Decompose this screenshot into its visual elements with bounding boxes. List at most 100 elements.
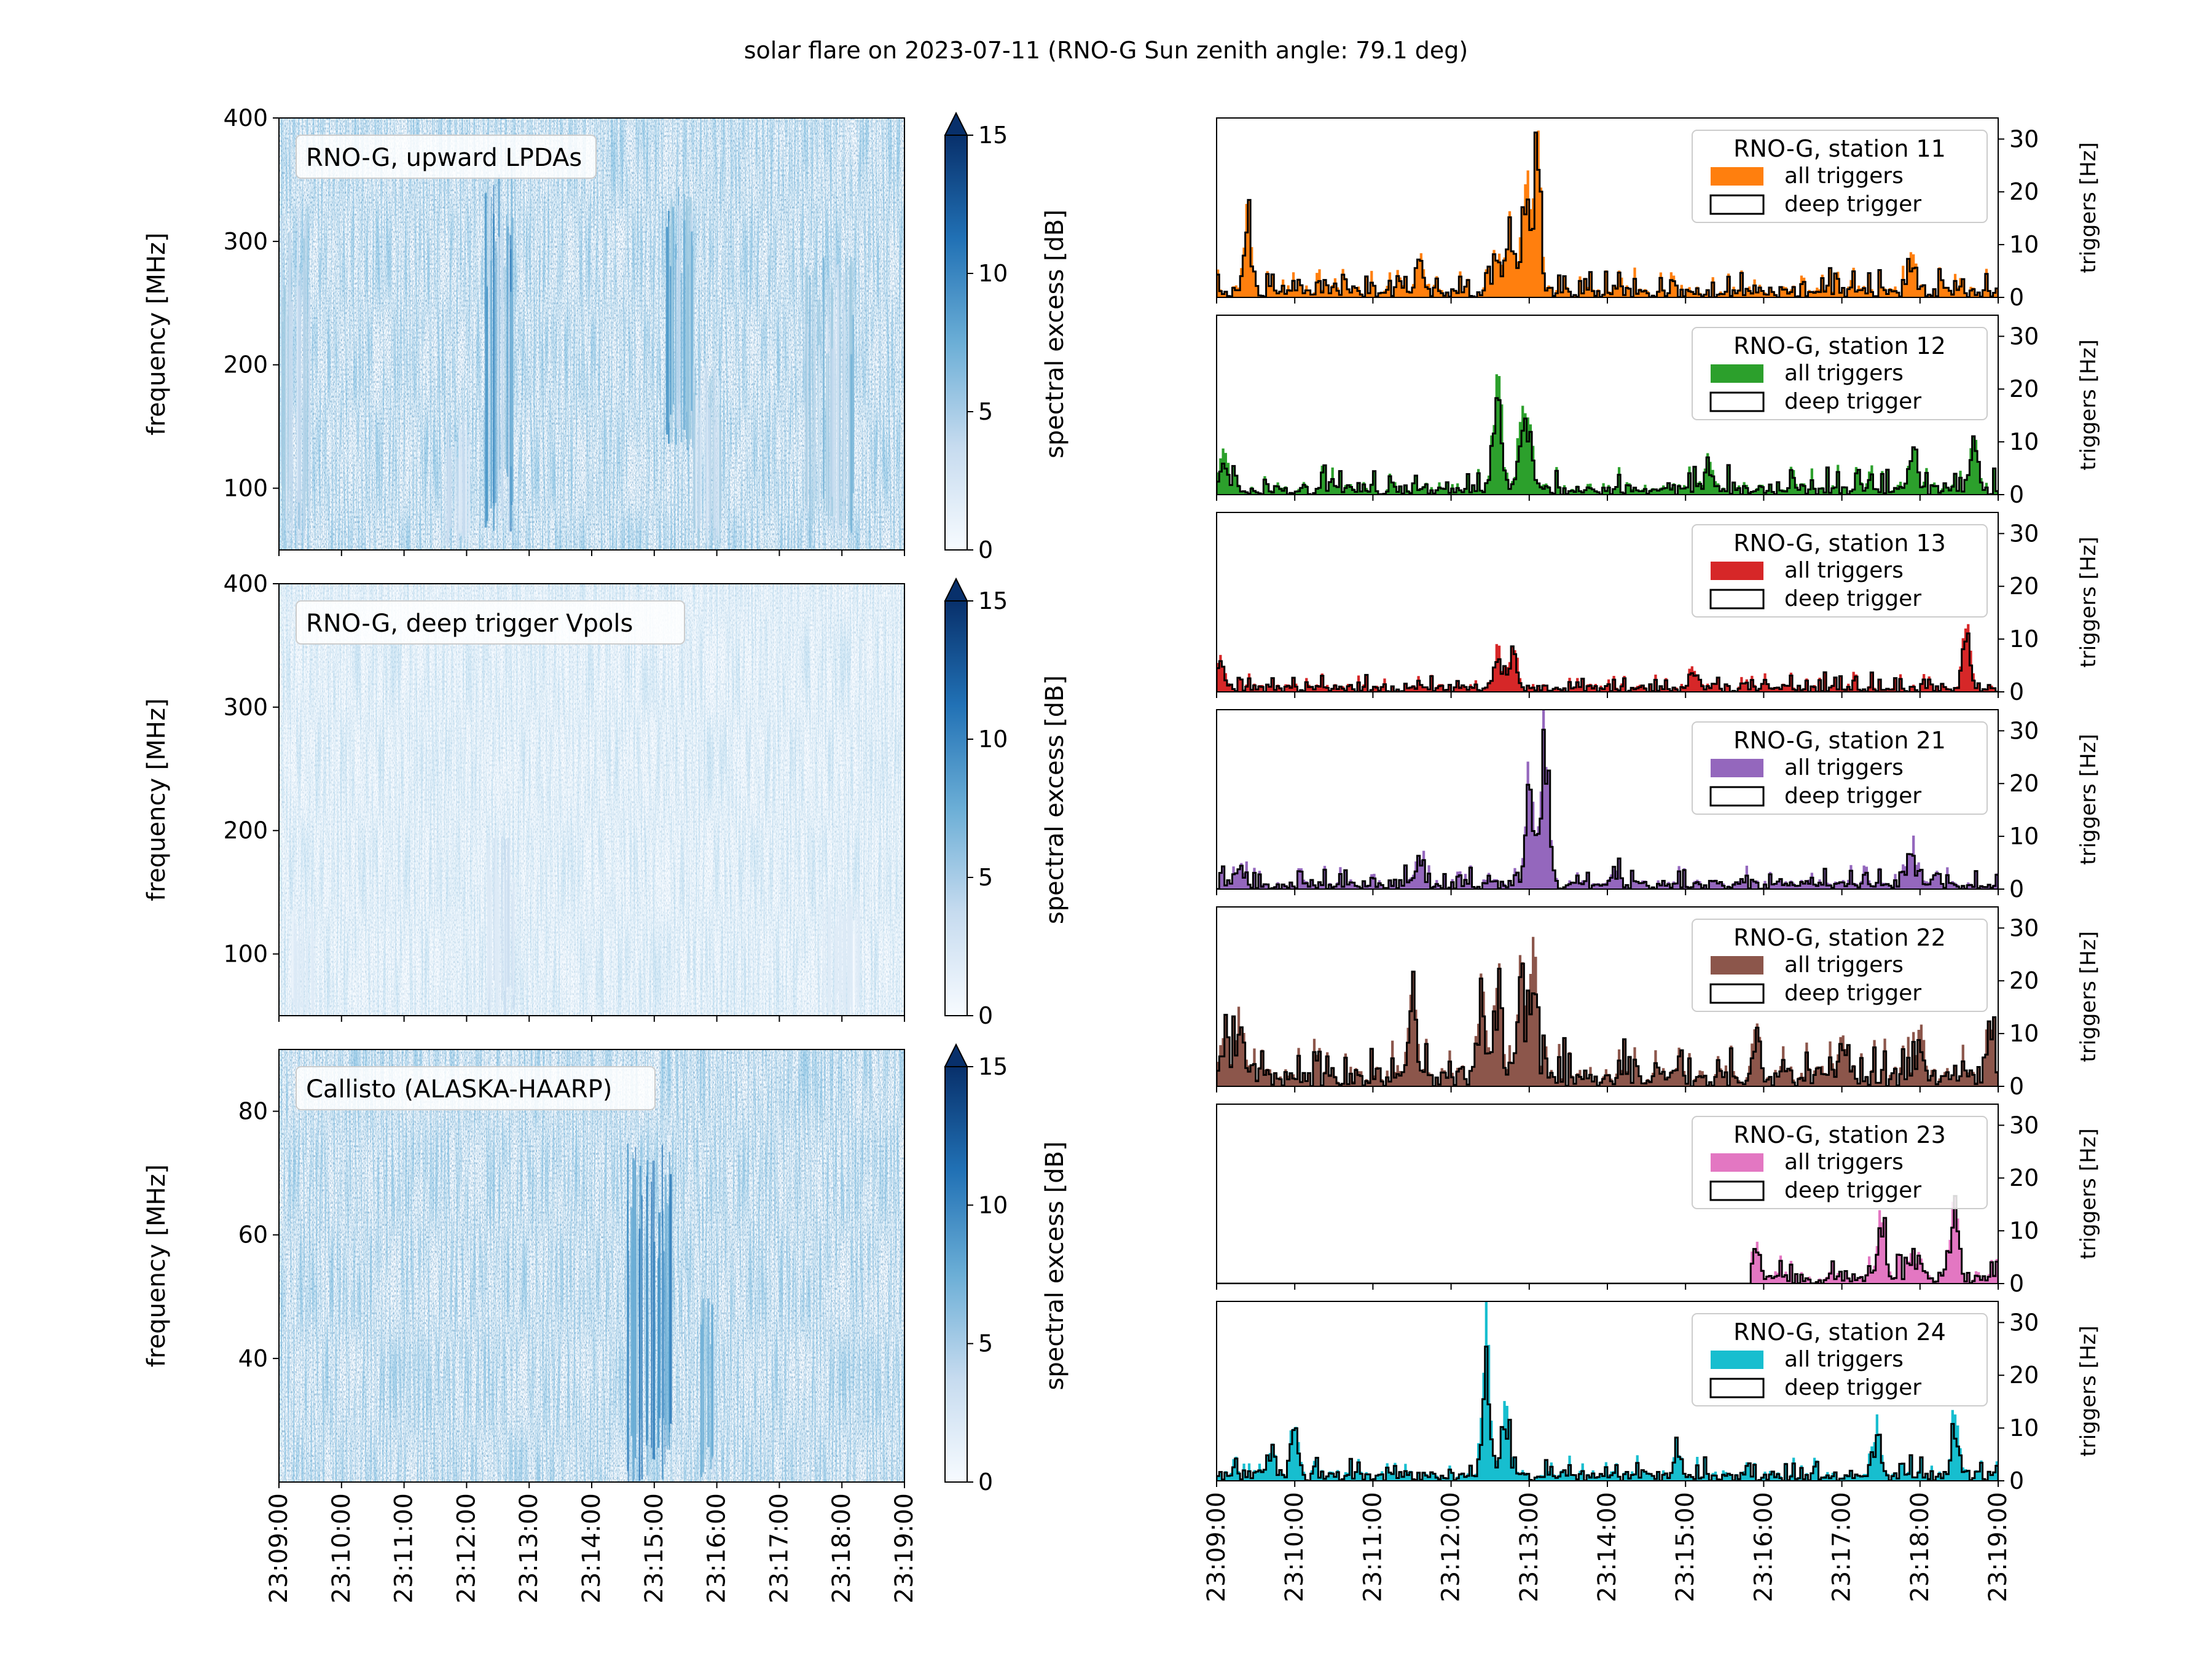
x-tick-label: 23:10:00 bbox=[1281, 1492, 1309, 1602]
x-tick-label: 23:19:00 bbox=[890, 1493, 919, 1604]
heatmap-streaks bbox=[279, 118, 904, 550]
trigger-panel: 0 10 20 30 triggers [Hz] RNO-G, station 22all… bbox=[1216, 906, 2101, 1100]
legend-swatch-all bbox=[1711, 167, 1763, 186]
legend-swatch-all bbox=[1711, 1351, 1763, 1369]
y-tick-label: 0 bbox=[2009, 1270, 2024, 1297]
y-tick-label: 400 bbox=[223, 570, 268, 597]
colorbar-extend-arrow bbox=[944, 111, 968, 136]
y-axis-label: triggers [Hz] bbox=[2076, 1325, 2101, 1456]
colorbar: 0 5 10 15 spectral excess [dB] bbox=[944, 111, 1069, 563]
x-tick-label: 23:18:00 bbox=[828, 1493, 856, 1604]
legend-box bbox=[1692, 1116, 1988, 1209]
y-tick-label: 40 bbox=[238, 1345, 268, 1372]
y-tick-label: 400 bbox=[223, 104, 268, 131]
colorbar-tick-label: 15 bbox=[978, 1053, 1008, 1080]
deep-trigger-histogram bbox=[1217, 962, 1998, 1086]
x-tick-label: 23:09:00 bbox=[1202, 1492, 1231, 1602]
deep-trigger-histogram bbox=[1217, 728, 1998, 889]
legend-swatch-deep bbox=[1709, 589, 1765, 610]
burst-region bbox=[487, 834, 515, 1016]
x-tick-label: 23:16:00 bbox=[703, 1493, 731, 1604]
deep-trigger-histogram bbox=[1217, 632, 1998, 692]
colorbar-tick-label: 0 bbox=[978, 1002, 993, 1029]
trigger-panel: 0 10 20 30 triggers [Hz] RNO-G, station 12all… bbox=[1216, 315, 2101, 508]
y-tick-label: 10 bbox=[2009, 1217, 2039, 1244]
panel-label-box bbox=[296, 1066, 656, 1110]
colorbar-label: spectral excess [dB] bbox=[1041, 1141, 1069, 1390]
legend-label-deep: deep trigger bbox=[1784, 981, 1921, 1006]
y-tick-label: 30 bbox=[2009, 323, 2039, 350]
colorbar-tick-label: 15 bbox=[978, 122, 1008, 149]
y-tick-label: 10 bbox=[2009, 428, 2039, 455]
legend-title: RNO-G, station 11 bbox=[1733, 135, 1946, 162]
burst-region bbox=[291, 906, 316, 1016]
burst-region bbox=[700, 1298, 715, 1477]
deep-trigger-histogram bbox=[1217, 397, 1998, 495]
y-tick-label: 20 bbox=[2009, 1164, 2039, 1191]
legend-label-deep: deep trigger bbox=[1784, 1375, 1921, 1400]
bars bbox=[1217, 624, 1998, 692]
y-axis-label: triggers [Hz] bbox=[2076, 734, 2101, 865]
legend-swatch-deep bbox=[1709, 1378, 1765, 1398]
legend-box bbox=[1692, 919, 1988, 1012]
x-tick-label: 23:18:00 bbox=[1906, 1492, 1934, 1602]
legend-label-deep: deep trigger bbox=[1784, 586, 1921, 611]
burst-region bbox=[692, 366, 722, 549]
trigger-panel: 0 10 20 30 triggers [Hz] RNO-G, station 24all… bbox=[1216, 1301, 2101, 1494]
legend-title: RNO-G, station 23 bbox=[1733, 1121, 1946, 1148]
legend-label-all: all triggers bbox=[1784, 1150, 1904, 1175]
y-tick-label: 80 bbox=[238, 1098, 268, 1125]
y-tick-label: 30 bbox=[2009, 125, 2039, 152]
panel-label: RNO-G, deep trigger Vpols bbox=[306, 610, 633, 638]
legend-label-deep: deep trigger bbox=[1784, 192, 1921, 217]
x-tick-label: 23:11:00 bbox=[390, 1493, 418, 1604]
legend-label-deep: deep trigger bbox=[1784, 389, 1921, 414]
x-tick-label: 23:17:00 bbox=[1828, 1492, 1856, 1602]
spectrogram-panel: 40 60 80 frequency [MHz] Callisto (ALASKA-HA… bbox=[143, 1043, 1069, 1496]
y-tick-label: 0 bbox=[2009, 876, 2024, 903]
x-tick-label: 23:14:00 bbox=[578, 1493, 606, 1604]
legend-title: RNO-G, station 24 bbox=[1733, 1319, 1946, 1346]
y-axis-label: triggers [Hz] bbox=[2076, 536, 2101, 667]
burst-region bbox=[651, 1145, 673, 1481]
y-axis-label: triggers [Hz] bbox=[2076, 1128, 2101, 1259]
y-tick-label: 30 bbox=[2009, 914, 2039, 941]
trigger-panel: 0 10 20 30 triggers [Hz] RNO-G, station 23all… bbox=[1216, 1104, 2101, 1297]
legend-swatch-all bbox=[1711, 759, 1763, 777]
y-tick-label: 60 bbox=[238, 1222, 268, 1249]
legend-title: RNO-G, station 22 bbox=[1733, 924, 1946, 951]
x-tick-label: 23:14:00 bbox=[1593, 1492, 1622, 1602]
x-tick-label: 23:10:00 bbox=[327, 1493, 356, 1604]
y-tick-label: 20 bbox=[2009, 967, 2039, 994]
colorbar: 0 5 10 15 spectral excess [dB] bbox=[944, 1043, 1069, 1496]
colorbar-tick-label: 0 bbox=[978, 1469, 993, 1496]
colorbar-tick-label: 5 bbox=[978, 864, 993, 891]
legend-swatch-deep bbox=[1709, 391, 1765, 412]
y-tick-label: 30 bbox=[2009, 1309, 2039, 1336]
legend-title: RNO-G, station 21 bbox=[1733, 727, 1946, 754]
x-tick-label: 23:13:00 bbox=[1515, 1492, 1543, 1602]
colorbar-label: spectral excess [dB] bbox=[1041, 210, 1069, 458]
trigger-panel: 0 10 20 30 triggers [Hz] RNO-G, station 13all… bbox=[1216, 512, 2101, 705]
y-tick-label: 300 bbox=[223, 228, 268, 255]
x-tick-label: 23:09:00 bbox=[265, 1493, 293, 1604]
y-tick-label: 10 bbox=[2009, 626, 2039, 653]
deep-trigger-histogram bbox=[1217, 131, 1998, 297]
y-tick-label: 0 bbox=[2009, 481, 2024, 508]
y-tick-label: 20 bbox=[2009, 178, 2039, 205]
x-tick-label: 23:15:00 bbox=[640, 1493, 669, 1604]
bars bbox=[1217, 1194, 1998, 1284]
y-tick-label: 100 bbox=[223, 475, 268, 502]
legend-title: RNO-G, station 13 bbox=[1733, 530, 1946, 557]
heatmap-body bbox=[279, 584, 904, 1016]
legend-title: RNO-G, station 12 bbox=[1733, 332, 1946, 359]
